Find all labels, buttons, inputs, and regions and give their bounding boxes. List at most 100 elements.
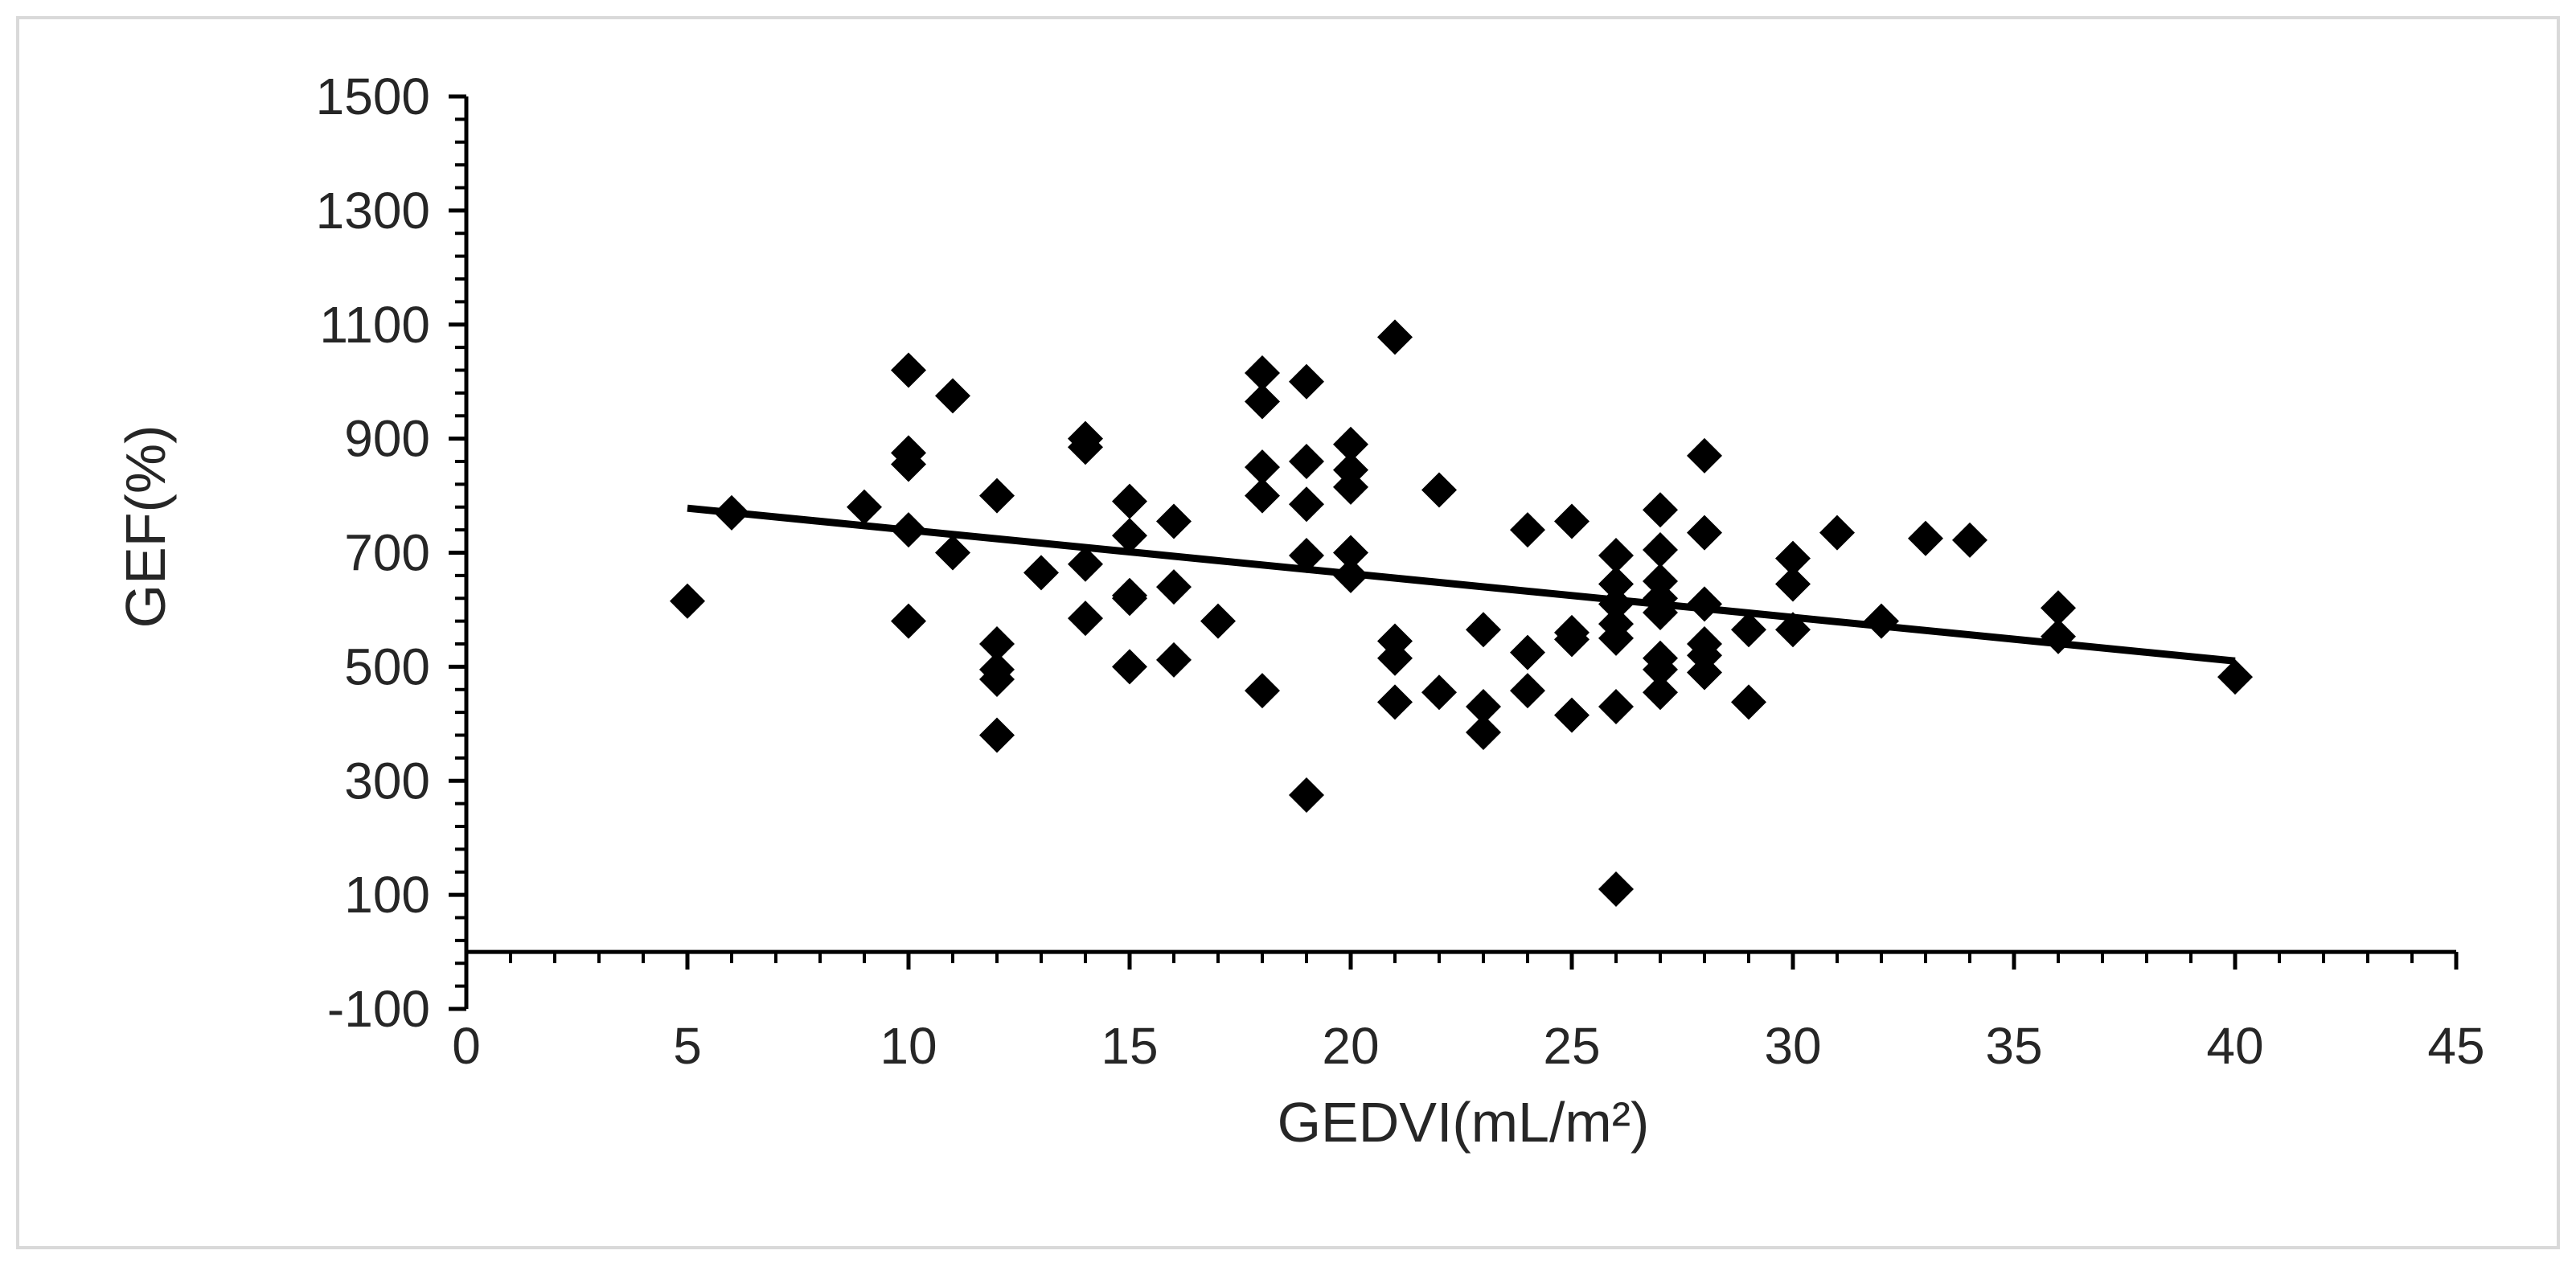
data-point xyxy=(1333,469,1368,505)
data-point xyxy=(1864,603,1899,639)
data-point xyxy=(1245,449,1280,486)
x-tick-label: 0 xyxy=(452,1017,481,1075)
data-point xyxy=(1775,540,1811,576)
data-point xyxy=(1510,634,1545,670)
data-point xyxy=(1333,557,1368,593)
data-point xyxy=(1112,580,1147,617)
data-point xyxy=(1643,531,1678,568)
x-tick-label: 20 xyxy=(1322,1017,1379,1075)
data-point xyxy=(1598,620,1634,656)
data-point xyxy=(1377,319,1413,355)
data-point xyxy=(1510,512,1545,548)
data-point xyxy=(891,352,926,388)
data-point xyxy=(1112,518,1147,554)
data-point xyxy=(714,494,749,531)
data-point xyxy=(1908,520,1943,556)
data-point xyxy=(979,717,1015,753)
data-point xyxy=(1068,429,1103,465)
x-tick-label: 30 xyxy=(1764,1017,1821,1075)
data-point xyxy=(2217,659,2253,695)
data-point xyxy=(1289,444,1324,479)
data-point xyxy=(1245,383,1280,420)
data-point xyxy=(1598,538,1634,574)
y-tick-label: 1300 xyxy=(316,182,430,240)
trendline-layer xyxy=(687,504,2236,665)
data-point xyxy=(1466,612,1501,648)
axes: -100 100 300 500 700 900 1100 1300 1500 0 5 10 15 20 2… xyxy=(316,68,2485,1075)
data-point xyxy=(1687,654,1722,691)
data-point xyxy=(1377,684,1413,720)
data-point xyxy=(1643,492,1678,528)
data-point xyxy=(1245,673,1280,709)
x-tick-label: 15 xyxy=(1101,1017,1158,1075)
data-point xyxy=(1289,486,1324,523)
x-tick-label: 35 xyxy=(1985,1017,2042,1075)
x-tick-label: 10 xyxy=(880,1017,937,1075)
y-tick-label: 100 xyxy=(344,866,430,924)
data-point xyxy=(1289,777,1324,813)
data-point xyxy=(979,478,1015,514)
data-point xyxy=(847,489,882,525)
data-points xyxy=(670,319,2253,908)
data-point xyxy=(1466,689,1501,725)
data-point xyxy=(1156,503,1192,539)
data-point xyxy=(1289,538,1324,574)
data-point xyxy=(891,446,926,482)
data-point xyxy=(670,583,705,619)
data-point xyxy=(1421,472,1457,508)
data-point xyxy=(1775,566,1811,602)
data-point xyxy=(1068,601,1103,637)
x-tick-label: 40 xyxy=(2206,1017,2263,1075)
data-point xyxy=(1023,555,1059,591)
data-point xyxy=(1598,566,1634,602)
data-point xyxy=(1687,586,1722,622)
x-tick-label: 5 xyxy=(673,1017,702,1075)
data-point xyxy=(1554,621,1589,658)
data-point xyxy=(1466,714,1501,750)
y-tick-label: 300 xyxy=(344,752,430,810)
data-point xyxy=(1687,515,1722,551)
data-point xyxy=(1333,535,1368,571)
data-point xyxy=(1289,363,1324,400)
data-point xyxy=(1200,603,1236,639)
data-point xyxy=(891,603,926,639)
data-point xyxy=(1952,522,1987,558)
data-point xyxy=(1643,674,1678,711)
data-point xyxy=(1731,612,1766,648)
data-point xyxy=(979,661,1015,697)
data-point xyxy=(1643,594,1678,630)
data-point xyxy=(1687,437,1722,474)
data-point xyxy=(1554,697,1589,733)
data-point xyxy=(1775,612,1811,648)
y-tick-label: 500 xyxy=(344,638,430,695)
data-point xyxy=(1156,642,1192,678)
data-point xyxy=(1112,649,1147,685)
data-point xyxy=(1819,515,1855,551)
data-point xyxy=(1598,871,1634,908)
y-axis-title: GEF(%) xyxy=(114,425,177,629)
data-point xyxy=(1156,569,1192,605)
x-tick-label: 25 xyxy=(1543,1017,1600,1075)
data-point xyxy=(1598,689,1634,725)
data-point xyxy=(935,535,970,571)
data-point xyxy=(935,378,970,414)
trendline xyxy=(687,504,2236,665)
y-tick-label: 1500 xyxy=(316,68,430,125)
y-tick-label: 700 xyxy=(344,524,430,582)
data-point xyxy=(1245,478,1280,514)
data-point xyxy=(1421,674,1457,711)
y-tick-label: -100 xyxy=(327,980,430,1038)
data-point xyxy=(1068,546,1103,582)
data-point xyxy=(2041,618,2076,654)
data-point xyxy=(1731,684,1766,720)
data-point xyxy=(1510,673,1545,709)
x-tick-label: 45 xyxy=(2427,1017,2484,1075)
data-point xyxy=(891,512,926,548)
chart-frame xyxy=(16,16,2560,1249)
data-point xyxy=(1377,640,1413,676)
x-axis-title: GEDVI(mL/m²) xyxy=(1278,1091,1650,1154)
data-point xyxy=(2041,590,2076,626)
y-tick-label: 1100 xyxy=(319,296,430,354)
